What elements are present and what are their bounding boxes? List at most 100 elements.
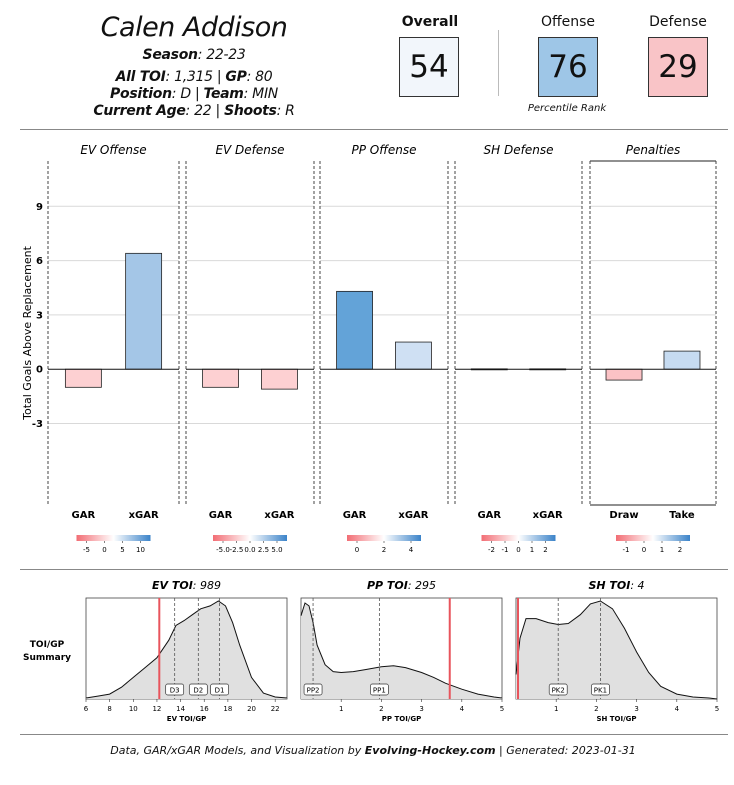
legend-tick-label: -2 [488,546,495,554]
footer-date: | Generated: 2023-01-31 [495,744,636,757]
x-tick-label: 8 [107,705,111,713]
bar-pp-offense-xgar [395,341,432,370]
position-team-line: Position: D | Team: MIN [110,86,278,102]
gp-value: 80 [255,69,273,85]
gar-bar-chart: Total Goals Above Replacement-3 0 3 6 9 EV Of… [21,143,717,554]
y-tick-9: 9 [36,202,43,213]
bar-penalties-take [663,350,701,370]
gp-label: GP [225,69,247,85]
x-axis-label-ev-toi: EV TOI/GP [167,715,206,723]
bar-ev-defense-gar [202,368,239,388]
category-label-take: Take [669,510,695,521]
bar-penalties-draw [605,368,643,381]
x-tick-label: 10 [129,705,138,713]
position-value: D [180,86,191,102]
y-tick-3: 3 [36,310,43,321]
toi-value: 1,315 [174,69,213,85]
density-title-pp-toi: PP TOI: 295 [367,579,436,592]
legend-tick-label: 10 [136,546,145,554]
density-title-label: EV TOI [152,579,193,592]
footer-separator [20,734,728,735]
legend-tick-label: -1 [623,546,630,554]
team-label: Team [203,86,244,102]
bar-ev-offense-xgar [125,252,163,370]
score-divider [498,30,499,96]
density-title-label: SH TOI [588,579,630,592]
density-title-value: : 295 [408,579,436,592]
panel-title-ev-offense: EV Offense [80,143,146,157]
panel-title-sh-defense: SH Defense [484,143,554,157]
marker-label-pp1: PP1 [373,687,386,695]
legend-tick-label: 0 [102,546,106,554]
category-label-xgar: xGAR [129,510,159,521]
density-area-ev-toi [86,601,287,699]
y-tick-6: 6 [36,256,43,267]
marker-badge-d1 [210,683,229,696]
x-tick-label: 2 [379,705,383,713]
legend-tick-label: -2.5 [230,546,244,554]
category-label-gar: GAR [343,510,367,521]
marker-label-pp2: PP2 [307,687,320,695]
marker-badge-pp2 [303,683,323,696]
legend-tick-label: 5.0 [271,546,282,554]
percentile-rank-note: Percentile Rank [527,103,607,114]
marker-label-d2: D2 [193,687,203,695]
legend-tick-label: 0 [642,546,646,554]
season-line: Season: 22-23 [142,47,246,63]
toi-gp-line: All TOI: 1,315 | GP: 80 [115,69,273,85]
density-title-sh-toi: SH TOI: 4 [588,579,644,592]
marker-label-pk2: PK2 [552,687,565,695]
density-title-value: : 4 [630,579,644,592]
x-tick-label: 3 [634,705,638,713]
x-tick-label: 5 [500,705,504,713]
marker-label-d3: D3 [170,687,180,695]
x-tick-label: 3 [419,705,423,713]
marker-label-d1: D1 [215,687,225,695]
offense-label: Offense [540,14,596,30]
x-tick-label: 2 [594,705,598,713]
y-axis-label: Total Goals Above Replacement [21,245,34,420]
row-label-line-2: Summary [23,653,71,663]
panel-title-pp-offense: PP Offense [351,143,416,157]
bar-ev-defense-xgar [261,368,298,390]
x-axis-label-sh-toi: SH TOI/GP [596,715,636,723]
legend-tick-label: 2 [543,546,547,554]
legend-tick-label: 2.5 [258,546,269,554]
density-title-ev-toi: EV TOI: 989 [152,579,221,592]
marker-badge-d2 [188,683,208,696]
legend-tick-label: 5 [120,546,124,554]
legend-gradient-sh-defense [481,535,556,541]
overall-label: Overall [401,14,459,30]
footer-brand: Evolving-Hockey.com [364,744,496,757]
x-tick-label: 22 [271,705,280,713]
legend-gradient-penalties [616,535,690,541]
legend-tick-label: -1 [502,546,509,554]
panel-title-ev-defense: EV Defense [215,143,284,157]
legend-tick-label: 0 [355,546,359,554]
x-tick-label: 1 [554,705,558,713]
shoots-value: R [285,103,295,119]
bar-pp-offense-gar [336,290,373,370]
x-tick-label: 4 [460,705,465,713]
marker-badge-d3 [165,683,185,696]
legend-tick-label: -5 [83,546,90,554]
marker-badge-pk1 [591,683,610,696]
x-tick-label: 6 [84,705,89,713]
defense-label: Defense [649,14,707,30]
position-label: Position [110,86,172,102]
toi-label: All TOI [115,69,166,85]
legend-gradient-pp-offense [347,535,421,541]
player-name: Calen Addison [100,12,288,43]
x-tick-label: 4 [675,705,680,713]
density-title-value: : 989 [193,579,221,592]
marker-badge-pk2 [548,683,568,696]
legend-tick-label: -5.0 [216,546,230,554]
bar-ev-offense-gar [64,368,102,388]
category-label-draw: Draw [609,510,638,521]
x-tick-label: 12 [152,705,161,713]
legend-tick-label: 2 [382,546,386,554]
x-tick-label: 16 [200,705,209,713]
team-value: MIN [252,86,278,102]
x-axis-label-pp-toi: PP TOI/GP [382,715,421,723]
